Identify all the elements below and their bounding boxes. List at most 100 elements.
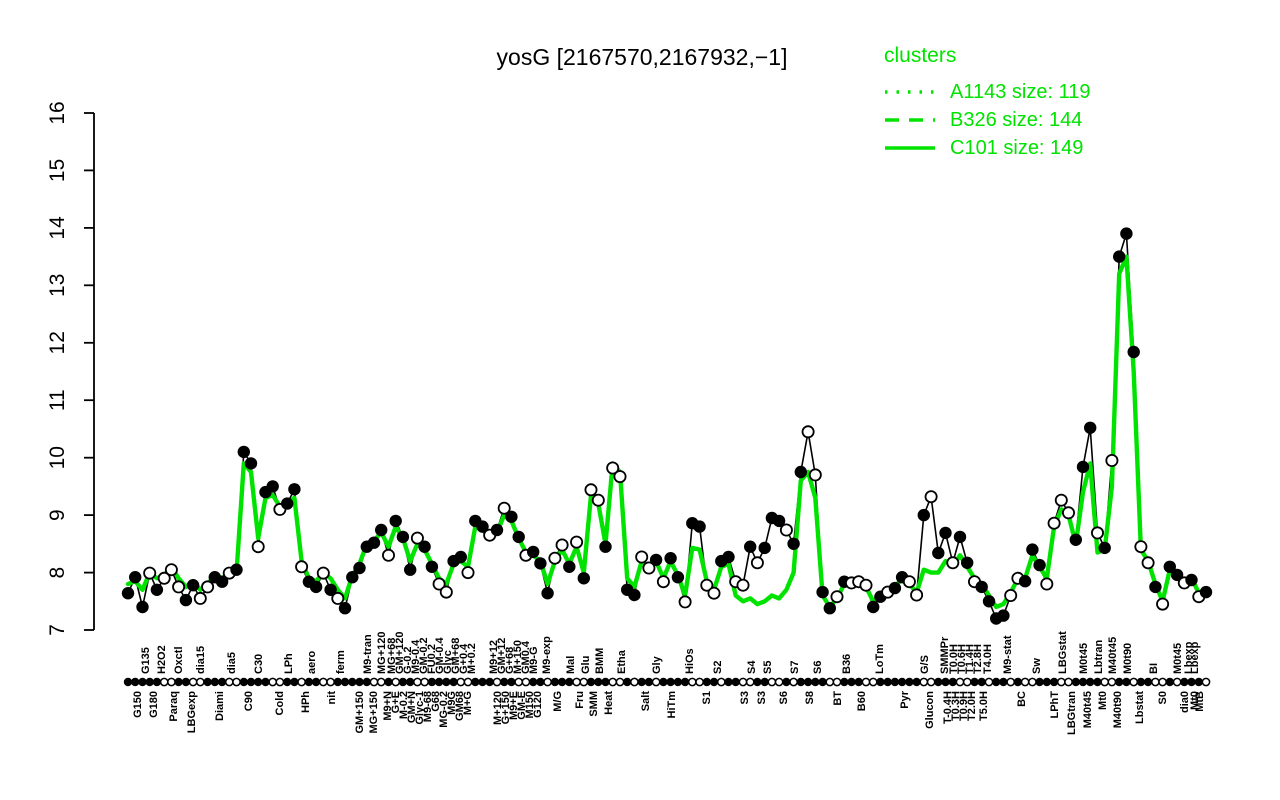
sample-dot-filled [565, 677, 574, 687]
sample-dot-open [232, 677, 241, 687]
condition-label: G120 [532, 691, 544, 718]
sample-dot-filled [449, 677, 458, 687]
data-point-open [924, 490, 938, 504]
sample-dot-filled [478, 677, 487, 687]
sample-dot-filled [659, 677, 668, 687]
condition-label: BMM [594, 648, 606, 674]
condition-label: S0 [1157, 691, 1169, 704]
sample-dot-filled [818, 677, 827, 687]
sample-dot-filled [992, 677, 1001, 687]
condition-label: Sw [1031, 658, 1043, 674]
sample-dot-open [1129, 677, 1139, 687]
data-point-filled [823, 602, 836, 615]
sample-dot-open [326, 677, 335, 687]
data-point-filled [1033, 558, 1046, 572]
sample-dot-filled [803, 677, 813, 687]
sample-dot-filled [254, 677, 263, 687]
data-point-open [946, 556, 960, 570]
condition-label: GM+68 [450, 638, 462, 674]
legend-entries: A1143 size: 119 B326 size: 144 C101 size: … [884, 78, 1090, 162]
condition-label: M+0.2 [466, 643, 478, 674]
condition-label: S1 [701, 691, 713, 704]
condition-label: Mal [565, 656, 577, 674]
sample-dot-open [832, 677, 842, 687]
data-point-filled [961, 556, 974, 569]
sample-dot-open [420, 677, 429, 687]
sample-dot-filled [883, 677, 892, 687]
sample-dot-open [1100, 677, 1110, 687]
sample-dot-open [767, 677, 777, 687]
condition-label: G135 [140, 647, 152, 674]
condition-label: M0t45 [1078, 643, 1090, 674]
sample-dot-filled [398, 677, 408, 687]
sample-dot-open [572, 677, 581, 687]
condition-label: G/S [919, 655, 931, 674]
data-point-open [439, 585, 453, 599]
sample-dot-filled [500, 677, 509, 687]
sample-dot-filled [876, 677, 885, 687]
condition-label: GM+N [406, 691, 418, 723]
condition-label: M+120 [492, 691, 504, 725]
data-point-filled [1120, 227, 1133, 240]
condition-label: S6 [778, 691, 790, 704]
data-point-filled [454, 550, 467, 564]
condition-label: M+G [462, 691, 474, 715]
y-axis: 7 8 9 10 11 12 13 14 15 16 [46, 101, 95, 636]
sample-dot-filled [246, 677, 256, 687]
condition-label: MG+120 [376, 632, 388, 675]
data-point-open [1062, 506, 1076, 520]
data-point-open [381, 548, 395, 562]
sample-dot-open [651, 677, 661, 687]
data-point-open [830, 590, 844, 604]
sample-dot-open [919, 677, 929, 687]
condition-label: GM0.4 [520, 640, 532, 674]
sample-dot-open [615, 677, 625, 687]
sample-dot-filled [123, 677, 133, 687]
data-point-filled [649, 553, 663, 567]
data-point-filled [953, 530, 967, 544]
sample-dot-open [514, 677, 524, 687]
condition-label: Cold [274, 691, 286, 715]
condition-label: M9-tran [362, 634, 374, 674]
condition-label: S8 [804, 691, 816, 704]
condition-label: M40t45 [1107, 637, 1119, 674]
condition-label: GM68 [454, 691, 466, 721]
sample-dot-open [195, 677, 205, 687]
data-point-filled [541, 587, 554, 600]
condition-label: GM-E [516, 691, 528, 720]
data-point-open [1054, 493, 1068, 507]
sample-dot-filled [1122, 677, 1131, 687]
condition-label: Lbexp [1183, 641, 1195, 674]
y-tick-label: 7 [46, 624, 69, 636]
data-point-filled [375, 523, 388, 537]
data-point-filled [338, 602, 352, 615]
x-axis-sample-dots [123, 677, 1211, 687]
data-point-filled [425, 560, 439, 573]
sample-dot-open [1201, 677, 1211, 687]
condition-label: G+150 [500, 691, 512, 724]
sample-dot-filled [152, 677, 162, 687]
sample-dot-filled [709, 677, 719, 687]
data-point-filled [404, 563, 417, 576]
data-point-filled [490, 523, 504, 537]
sample-dot-open [861, 677, 871, 687]
sample-dot-filled [311, 677, 321, 687]
sample-dot-open [224, 677, 234, 687]
condition-label: FU0.2 [426, 644, 438, 674]
condition-label: Gly [651, 655, 663, 674]
sample-dot-filled [977, 677, 986, 687]
data-point-filled [527, 545, 540, 559]
data-point-open [548, 551, 562, 565]
data-point-open [497, 501, 511, 515]
sample-dot-filled [333, 677, 342, 687]
data-point-filled [346, 571, 359, 584]
data-point-filled [671, 571, 685, 584]
condition-label: M150 [524, 691, 536, 719]
y-tick-label: 15 [46, 159, 69, 182]
sample-dot-open [1056, 677, 1066, 687]
sample-dot-filled [1086, 677, 1095, 687]
y-tick-label: 10 [46, 446, 69, 469]
data-point-filled [1069, 533, 1083, 546]
condition-label: G+0.4 [458, 643, 470, 674]
sample-dot-open [716, 677, 726, 687]
